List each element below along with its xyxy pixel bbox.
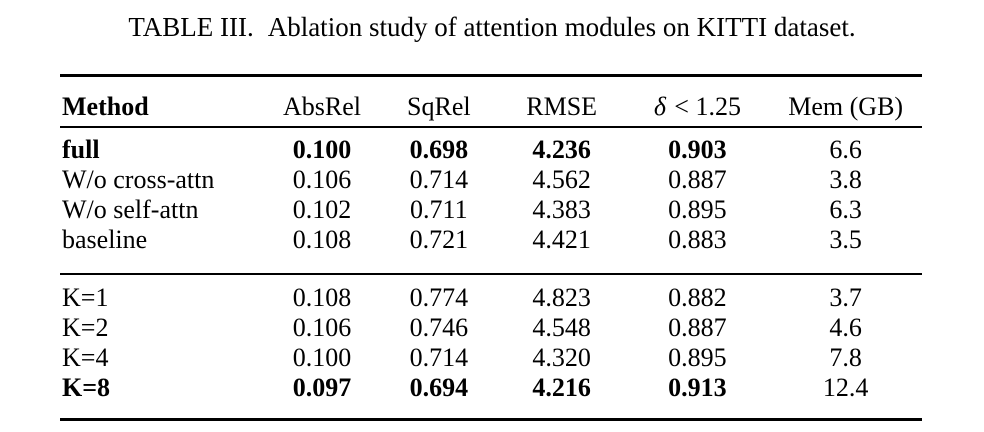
cell-method: K=1 [62, 283, 109, 312]
column-header-sqrel: SqRel [407, 92, 471, 121]
cell-absrel: 0.100 [292, 343, 352, 372]
cell-delta: 0.887 [668, 165, 727, 194]
ablation-table: Method AbsRel SqRel RMSE δ < 1.25 Mem (GB… [60, 74, 922, 421]
column-header-rmse: RMSE [526, 92, 598, 121]
cell-mem: 3.7 [829, 283, 862, 312]
cell-absrel: 0.106 [292, 313, 352, 342]
section-divider-rule [60, 273, 922, 275]
cell-sqrel: 0.774 [409, 283, 469, 312]
cell-delta: 0.895 [668, 195, 727, 224]
cell-sqrel: 0.721 [409, 225, 469, 254]
table-caption: Ablation study of attention modules on K… [267, 12, 856, 42]
table-row: full 0.100 0.698 4.236 0.903 6.6 [60, 135, 922, 165]
table-row: K=4 0.100 0.714 4.320 0.895 7.8 [60, 343, 922, 373]
cell-delta: 0.882 [668, 283, 727, 312]
cell-sqrel: 0.746 [409, 313, 469, 342]
cell-mem: 12.4 [822, 373, 869, 402]
cell-absrel: 0.102 [292, 195, 352, 224]
cell-sqrel: 0.698 [409, 135, 469, 164]
cell-rmse: 4.823 [532, 283, 591, 312]
cell-sqrel: 0.714 [409, 165, 469, 194]
cell-rmse: 4.216 [532, 373, 591, 402]
column-header-mem: Mem (GB) [788, 92, 904, 121]
cell-absrel: 0.108 [292, 283, 352, 312]
cell-delta: 0.895 [668, 343, 727, 372]
cell-absrel: 0.106 [292, 165, 352, 194]
cell-method: K=4 [62, 343, 109, 372]
cell-delta: 0.913 [668, 373, 727, 402]
cell-delta: 0.903 [668, 135, 727, 164]
table-title: TABLE III. Ablation study of attention mo… [0, 12, 984, 43]
cell-rmse: 4.562 [532, 165, 591, 194]
table-row: W/o cross-attn 0.106 0.714 4.562 0.887 3… [60, 165, 922, 195]
cell-method: K=8 [62, 373, 111, 402]
cell-method: K=2 [62, 313, 109, 342]
delta-threshold: < 1.25 [674, 92, 741, 121]
attention-ablation-group: full 0.100 0.698 4.236 0.903 6.6 W/o cro… [60, 128, 922, 273]
cell-sqrel: 0.694 [409, 373, 469, 402]
table-row: K=8 0.097 0.694 4.216 0.913 12.4 [60, 373, 922, 403]
table-row: W/o self-attn 0.102 0.711 4.383 0.895 6.… [60, 195, 922, 225]
cell-rmse: 4.421 [532, 225, 591, 254]
cell-method: baseline [62, 225, 148, 254]
cell-absrel: 0.108 [292, 225, 352, 254]
cell-sqrel: 0.714 [409, 343, 469, 372]
cell-mem: 4.6 [829, 313, 862, 342]
cell-method: W/o cross-attn [62, 165, 215, 194]
cell-method: full [62, 135, 100, 164]
cell-method: W/o self-attn [62, 195, 199, 224]
header-rule [60, 126, 922, 128]
cell-mem: 7.8 [829, 343, 862, 372]
table-number-label: TABLE III. [128, 12, 254, 42]
cell-delta: 0.887 [668, 313, 727, 342]
cell-mem: 3.5 [829, 225, 862, 254]
table-row: baseline 0.108 0.721 4.421 0.883 3.5 [60, 225, 922, 255]
cell-mem: 6.6 [829, 135, 862, 164]
cell-sqrel: 0.711 [410, 195, 468, 224]
table-row: K=2 0.106 0.746 4.548 0.887 4.6 [60, 313, 922, 343]
cell-absrel: 0.100 [292, 135, 352, 164]
table-rule-top [60, 74, 922, 77]
cell-delta: 0.883 [668, 225, 727, 254]
cell-rmse: 4.383 [532, 195, 591, 224]
cell-rmse: 4.236 [532, 135, 591, 164]
cell-mem: 3.8 [829, 165, 862, 194]
cell-absrel: 0.097 [292, 373, 352, 402]
cell-rmse: 4.548 [532, 313, 591, 342]
table-row: K=1 0.108 0.774 4.823 0.882 3.7 [60, 283, 922, 313]
cell-mem: 6.3 [829, 195, 862, 224]
column-header-method: Method [62, 92, 149, 121]
cell-rmse: 4.320 [532, 343, 591, 372]
table-header-row: Method AbsRel SqRel RMSE δ < 1.25 Mem (GB… [60, 77, 922, 126]
k-value-ablation-group: K=1 0.108 0.774 4.823 0.882 3.7 K=2 0.10… [60, 275, 922, 418]
column-header-absrel: AbsRel [283, 92, 362, 121]
column-header-delta: δ < 1.25 [625, 94, 771, 120]
table-rule-bottom [60, 418, 922, 421]
delta-symbol: δ [653, 92, 666, 121]
